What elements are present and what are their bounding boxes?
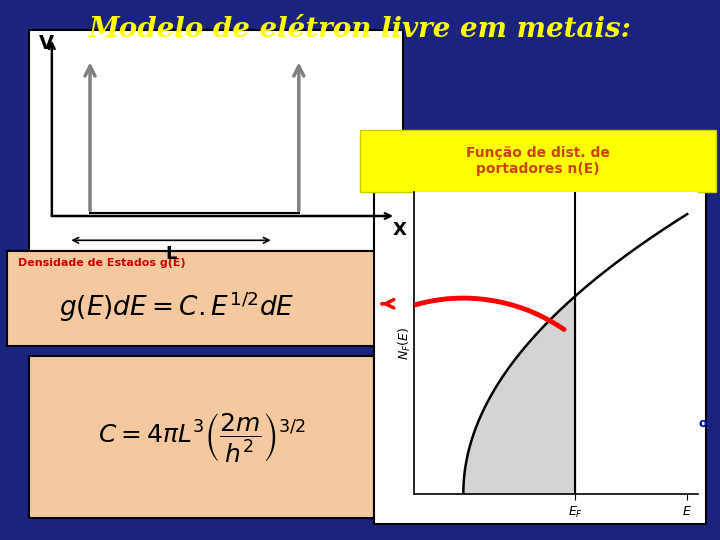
Text: $C = 4\pi L^3\left(\dfrac{2m}{h^2}\right)^{3/2}$: $C = 4\pi L^3\left(\dfrac{2m}{h^2}\right…	[97, 411, 306, 464]
FancyBboxPatch shape	[29, 30, 403, 251]
FancyBboxPatch shape	[360, 130, 716, 192]
Text: Fator de Ocupação
de Fermi F: Fator de Ocupação de Fermi F	[577, 417, 708, 444]
FancyBboxPatch shape	[500, 312, 695, 357]
Text: V: V	[39, 33, 55, 53]
Text: Densidade de Estados g(E): Densidade de Estados g(E)	[18, 258, 186, 268]
Y-axis label: $N_F(E)$: $N_F(E)$	[397, 326, 413, 360]
Text: L: L	[166, 245, 176, 263]
Text: Função de dist. de
portadores n(E): Função de dist. de portadores n(E)	[467, 146, 610, 176]
Text: Modelo de elétron livre em metais:: Modelo de elétron livre em metais:	[89, 16, 631, 43]
FancyBboxPatch shape	[29, 356, 374, 518]
FancyBboxPatch shape	[374, 186, 706, 524]
FancyBboxPatch shape	[7, 251, 389, 346]
Text: n(E)=g(E).F: n(E)=g(E).F	[549, 327, 647, 342]
Text: $g(E)dE = C.E^{1/2}dE$: $g(E)dE = C.E^{1/2}dE$	[59, 289, 294, 323]
Text: X: X	[392, 221, 407, 239]
